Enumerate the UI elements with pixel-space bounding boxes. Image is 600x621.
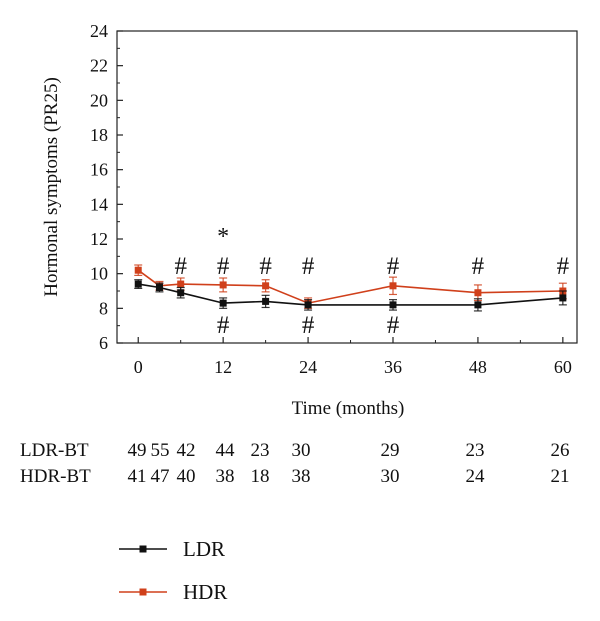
data-point — [474, 301, 482, 309]
x-tick-label: 12 — [214, 357, 232, 377]
y-tick-label: 6 — [99, 333, 108, 353]
x-tick-label: 48 — [469, 357, 487, 377]
n-table-cell: 38 — [292, 466, 311, 487]
y-tick-label: 12 — [90, 229, 108, 249]
significance-hash: # — [302, 312, 315, 339]
data-point — [219, 299, 227, 307]
y-tick-label: 20 — [90, 90, 108, 110]
legend-marker — [139, 545, 147, 553]
significance-hash: # — [217, 312, 230, 339]
data-point — [262, 282, 270, 290]
data-point — [474, 289, 482, 297]
data-point — [134, 266, 142, 274]
n-table-cell: 44 — [216, 440, 236, 461]
x-tick-label: 0 — [134, 357, 143, 377]
y-tick-label: 14 — [90, 194, 108, 214]
series-layer — [134, 264, 567, 312]
n-table: LDR-BT 49 55 42 44 23 30 29 23 26 HDR-BT 41 47 40 38 18… — [20, 440, 570, 487]
x-tick-label: 36 — [384, 357, 402, 377]
data-point — [177, 280, 185, 288]
legend-marker — [139, 588, 147, 596]
data-point — [389, 301, 397, 309]
y-tick-label: 24 — [90, 21, 108, 41]
n-table-cell: 41 — [128, 466, 147, 487]
significance-hash: # — [387, 312, 400, 339]
data-point — [304, 301, 312, 309]
n-table-cell: 23 — [466, 440, 485, 461]
data-point — [219, 281, 227, 289]
x-axis-label: Time (months) — [292, 398, 405, 419]
series-hdr — [134, 264, 567, 309]
legend-label: HDR — [183, 580, 227, 604]
n-table-cell: 47 — [151, 466, 170, 487]
significance-hash: # — [174, 253, 187, 280]
n-table-cell: 55 — [151, 440, 170, 461]
n-table-cell: 49 — [128, 440, 147, 461]
n-table-cell: 26 — [551, 440, 570, 461]
significance-hash: # — [472, 253, 485, 280]
n-table-cell: 30 — [381, 466, 400, 487]
data-point — [134, 280, 142, 288]
n-table-row-label: HDR-BT — [20, 466, 91, 487]
x-tick-label: 24 — [299, 357, 317, 377]
data-point — [389, 282, 397, 290]
y-tick-label: 10 — [90, 264, 108, 284]
data-point — [262, 297, 270, 305]
annotation-layer: # * # # # # # # # # # — [174, 224, 569, 339]
significance-star: * — [217, 224, 229, 250]
n-table-cell: 21 — [551, 466, 570, 487]
y-tick-label: 18 — [90, 125, 108, 145]
n-table-cell: 18 — [251, 466, 270, 487]
significance-hash: # — [387, 253, 400, 280]
series-ldr — [134, 279, 567, 312]
significance-hash: # — [217, 253, 230, 280]
x-tick-label: 60 — [554, 357, 572, 377]
legend-item-hdr: HDR — [119, 580, 227, 604]
n-table-cell: 24 — [466, 466, 486, 487]
legend-label: LDR — [183, 537, 225, 561]
significance-hash: # — [557, 253, 570, 280]
n-table-cell: 42 — [177, 440, 196, 461]
legend: LDR HDR — [119, 537, 227, 604]
axes: 6 8 10 12 14 16 18 20 22 24 0 12 24 36 48 60 — [90, 21, 578, 377]
n-table-cell: 30 — [292, 440, 311, 461]
data-point — [177, 289, 185, 297]
data-point — [559, 294, 567, 302]
data-point — [155, 284, 163, 292]
n-table-cell: 29 — [381, 440, 400, 461]
n-table-row-label: LDR-BT — [20, 440, 89, 461]
y-axis-label: Hormonal symptoms (PR25) — [41, 77, 62, 297]
n-table-cell: 38 — [216, 466, 235, 487]
legend-item-ldr: LDR — [119, 537, 225, 561]
n-table-cell: 23 — [251, 440, 270, 461]
y-tick-label: 16 — [90, 160, 108, 180]
significance-hash: # — [302, 253, 315, 280]
significance-hash: # — [259, 253, 272, 280]
n-table-cell: 40 — [177, 466, 196, 487]
y-tick-label: 22 — [90, 56, 108, 76]
y-tick-label: 8 — [99, 298, 108, 318]
plot-frame — [116, 30, 578, 344]
